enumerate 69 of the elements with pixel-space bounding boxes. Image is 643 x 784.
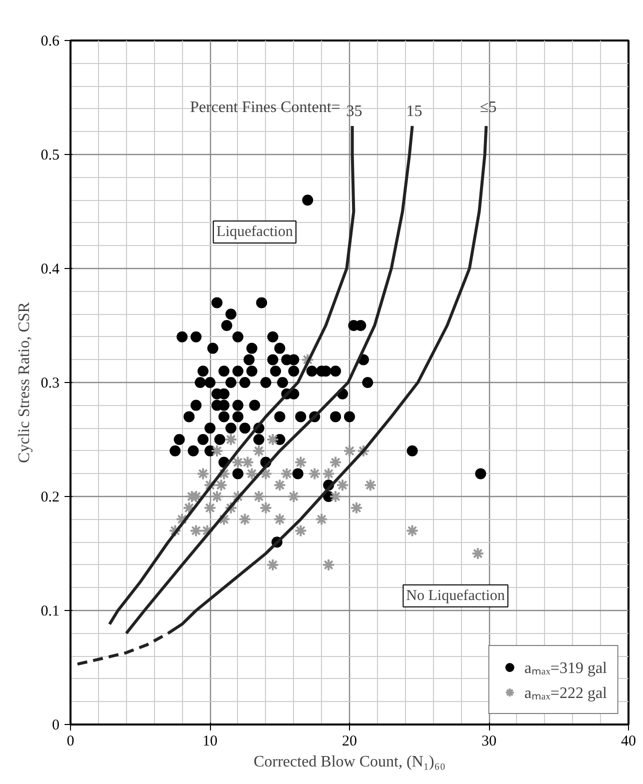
annotation: No Liquefaction: [406, 588, 506, 604]
point: [287, 490, 300, 503]
line-series: [108, 124, 356, 626]
point: [210, 444, 224, 458]
point: [329, 490, 342, 503]
point: [259, 501, 272, 514]
point: [329, 456, 342, 469]
point: [182, 501, 196, 514]
point: [241, 456, 254, 469]
point: [252, 444, 266, 458]
annotation: Percent Fines Content=: [190, 99, 340, 116]
point: [315, 512, 328, 526]
point: [231, 490, 244, 503]
series-label: ≤5: [480, 99, 497, 116]
point: [350, 501, 363, 514]
y-tick-label: 0: [52, 718, 60, 734]
point: [176, 512, 189, 526]
point: [259, 467, 272, 480]
series-label: 15: [406, 103, 422, 120]
legend-label: aₘₐₓ=319 gal: [524, 659, 607, 678]
point: [273, 478, 286, 492]
point: [168, 524, 182, 538]
x-tick-label: 0: [66, 734, 74, 750]
point: [301, 353, 314, 366]
point: [190, 524, 203, 538]
y-tick-label: 0.6: [40, 34, 60, 50]
point: [343, 444, 356, 458]
point: [364, 478, 377, 492]
point: [322, 467, 336, 480]
point: [204, 501, 216, 514]
point: [214, 478, 228, 492]
point: [217, 512, 230, 526]
point: [245, 467, 258, 480]
point: [294, 524, 308, 538]
point: [471, 547, 484, 560]
y-tick-label: 0.5: [40, 148, 60, 164]
point: [308, 467, 322, 480]
y-tick-label: 0.1: [40, 604, 60, 620]
point: [273, 512, 286, 526]
annotation: Liquefaction: [216, 224, 294, 240]
x-tick-label: 40: [621, 734, 636, 750]
y-axis-title: Cyclic Stress Ratio, CSR: [16, 302, 33, 463]
point: [336, 478, 350, 492]
point: [294, 456, 308, 469]
point: [204, 478, 216, 492]
point: [252, 490, 266, 503]
series-label: 35: [346, 103, 362, 120]
x-axis-title: Corrected Blow Count, (N₁)₆₀: [254, 754, 446, 770]
point: [322, 558, 336, 572]
x-tick-label: 10: [202, 734, 218, 750]
y-tick-label: 0.3: [40, 376, 60, 392]
point: [224, 433, 238, 446]
point: [280, 467, 294, 480]
point: [266, 558, 280, 572]
point: [217, 467, 230, 480]
point: [224, 501, 238, 514]
legend-label: aₘₐₓ=222 gal: [524, 684, 607, 703]
x-tick-label: 20: [342, 734, 357, 750]
point: [406, 524, 419, 538]
x-tick-label: 30: [482, 734, 496, 750]
point: [356, 444, 370, 458]
point: [200, 524, 214, 538]
point: [266, 433, 280, 446]
point: [196, 467, 210, 480]
y-tick-label: 0.4: [40, 262, 60, 278]
point: [210, 490, 224, 503]
point: [231, 456, 244, 469]
point: [238, 512, 252, 526]
y-tick-label: 0.2: [40, 490, 60, 506]
